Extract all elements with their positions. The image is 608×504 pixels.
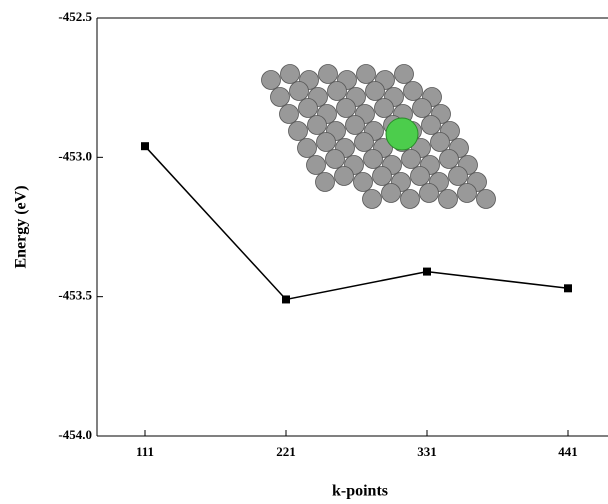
x-tick-label: 221 [276, 444, 296, 459]
atom [354, 173, 373, 192]
atom [346, 116, 365, 135]
data-point [564, 284, 572, 292]
atom [373, 167, 392, 186]
atom [298, 139, 317, 158]
atom [363, 190, 382, 209]
atom [357, 65, 376, 84]
atom [366, 82, 385, 101]
atom [335, 167, 354, 186]
data-point [282, 295, 290, 303]
atom [280, 105, 299, 124]
atom [262, 71, 281, 90]
data-point [423, 268, 431, 276]
atom [440, 150, 459, 169]
atom [422, 116, 441, 135]
atom [382, 184, 401, 203]
y-tick-label: -453.5 [58, 288, 92, 303]
atom [290, 82, 309, 101]
atom [271, 88, 290, 107]
atom [316, 173, 335, 192]
atom [319, 65, 338, 84]
atom [402, 150, 421, 169]
atom [449, 167, 468, 186]
atom [401, 190, 420, 209]
data-point [141, 142, 149, 150]
atom [337, 99, 356, 118]
atom [307, 156, 326, 175]
atom [326, 150, 345, 169]
atom [439, 190, 458, 209]
atom [458, 184, 477, 203]
atom [413, 99, 432, 118]
y-tick-label: -454.0 [58, 427, 92, 442]
atom [289, 122, 308, 141]
x-axis-label: k-points [332, 483, 388, 500]
atom [355, 133, 374, 152]
x-tick-label: 441 [558, 444, 578, 459]
atom [281, 65, 300, 84]
chart: k-points Energy (eV) -454.0 -453.5 -453.0 -… [0, 0, 608, 504]
atom [317, 133, 336, 152]
atom [395, 65, 414, 84]
atom [375, 99, 394, 118]
x-tick-label: 331 [417, 444, 437, 459]
atom [308, 116, 327, 135]
atom [364, 150, 383, 169]
atom [477, 190, 496, 209]
y-tick-label: -452.5 [58, 9, 92, 24]
atom [431, 133, 450, 152]
atom [420, 184, 439, 203]
x-tick-label: 111 [136, 444, 154, 459]
atom-structure-inset [262, 65, 496, 209]
y-tick-label: -453.0 [58, 148, 92, 163]
atom [404, 82, 423, 101]
atom [411, 167, 430, 186]
dopant-atom [386, 118, 418, 150]
atom [328, 82, 347, 101]
y-axis-label: Energy (eV) [13, 185, 30, 268]
atom [299, 99, 318, 118]
